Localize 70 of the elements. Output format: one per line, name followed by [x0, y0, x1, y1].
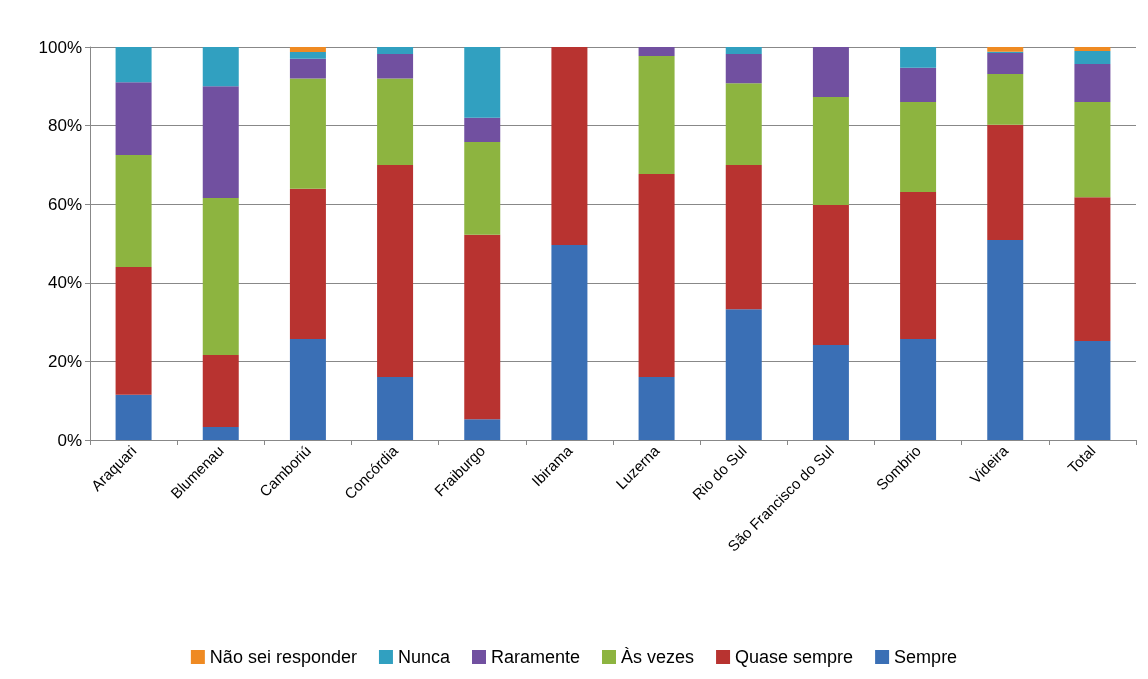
bar	[812, 96, 849, 205]
bar	[812, 47, 849, 97]
bar	[987, 52, 1024, 75]
bar	[725, 83, 762, 165]
bar	[115, 47, 152, 83]
legend-label: Às vezes	[621, 647, 695, 667]
legend-label: Nunca	[397, 647, 451, 667]
bar	[202, 47, 239, 87]
bar	[202, 86, 239, 198]
y-tick-label: 40%	[47, 273, 82, 293]
bar	[900, 102, 937, 193]
bar	[377, 54, 414, 79]
bar	[377, 78, 414, 165]
legend-label: Raramente	[490, 647, 581, 667]
bar	[464, 142, 501, 235]
bar	[289, 188, 326, 339]
bar	[1074, 63, 1111, 103]
bar	[987, 239, 1024, 440]
bar	[464, 234, 501, 420]
y-tick-label: 0%	[57, 430, 82, 450]
bar	[1074, 102, 1111, 198]
bar	[377, 164, 414, 378]
bar	[638, 47, 675, 57]
bar	[900, 67, 937, 103]
bar	[289, 58, 326, 79]
bar	[900, 47, 937, 68]
bar	[987, 74, 1024, 125]
bar	[638, 377, 675, 440]
bar	[464, 117, 501, 143]
bar	[900, 192, 937, 339]
bar	[725, 309, 762, 440]
bar	[202, 355, 239, 428]
y-tick-label: 80%	[47, 116, 82, 136]
bar	[1074, 50, 1111, 64]
bar	[987, 124, 1024, 240]
y-tick-label: 100%	[38, 37, 82, 57]
bar	[638, 56, 675, 174]
bar	[725, 164, 762, 310]
bar	[289, 47, 326, 53]
bar	[725, 47, 762, 55]
bar	[289, 78, 326, 189]
bar	[115, 267, 152, 395]
bar	[1074, 47, 1111, 51]
bar	[551, 245, 588, 440]
legend-label: Não sei responder	[209, 647, 357, 667]
bar	[115, 394, 152, 440]
bar	[464, 419, 501, 440]
bar	[551, 47, 588, 246]
bar	[812, 344, 849, 440]
bar	[725, 54, 762, 84]
bar	[377, 377, 414, 440]
bar	[900, 339, 937, 440]
bar	[115, 155, 152, 268]
bar	[115, 82, 152, 156]
bar	[812, 204, 849, 345]
x-tick-label: Rio do Sul	[688, 441, 750, 503]
bar	[1074, 340, 1111, 440]
y-tick-label: 60%	[47, 194, 82, 214]
bar	[289, 52, 326, 59]
y-tick-label: 20%	[47, 351, 82, 371]
bar	[638, 173, 675, 378]
bar	[202, 427, 239, 440]
bar	[987, 47, 1024, 52]
bar	[1074, 197, 1111, 341]
bar	[289, 339, 326, 440]
bar	[464, 47, 501, 118]
legend-label: Quase sempre	[735, 647, 854, 667]
bar	[202, 197, 239, 356]
bar	[377, 47, 414, 55]
legend-label: Sempre	[894, 647, 958, 667]
